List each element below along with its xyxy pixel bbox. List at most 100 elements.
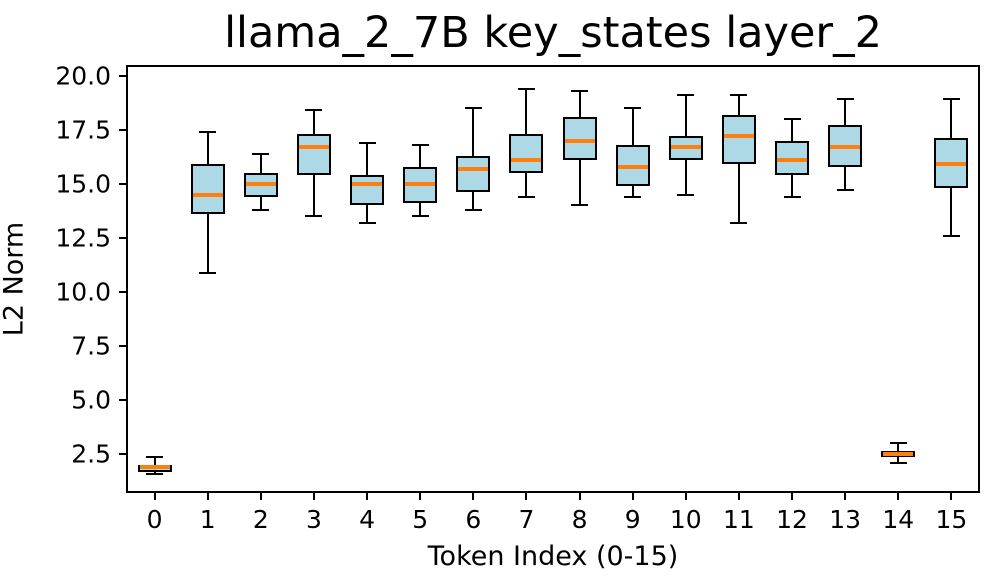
whisker-cap-top: [677, 94, 695, 97]
x-tick-label: 9: [624, 505, 641, 534]
y-tick-label: 20.0: [55, 61, 111, 91]
whisker-cap-bottom: [624, 195, 642, 198]
whisker-cap-top: [517, 87, 535, 90]
median-line: [298, 145, 329, 150]
median-line: [777, 158, 808, 163]
box-iqr: [350, 175, 385, 206]
y-tick-mark: [119, 74, 128, 77]
y-tick-label: 2.5: [71, 439, 111, 469]
median-line: [617, 164, 648, 169]
x-tick-label: 13: [829, 505, 862, 534]
y-tick-mark: [119, 128, 128, 131]
x-tick-mark: [578, 491, 581, 500]
whisker-cap-top: [889, 442, 907, 445]
x-tick-label: 4: [359, 505, 376, 534]
whisker-cap-bottom: [411, 215, 429, 218]
x-tick-mark: [737, 491, 740, 500]
x-tick-label: 0: [146, 505, 163, 534]
y-tick-label: 5.0: [71, 385, 111, 415]
x-tick-label: 2: [252, 505, 269, 534]
x-tick-mark: [259, 491, 262, 500]
x-tick-label: 3: [305, 505, 322, 534]
x-tick-label: 11: [723, 505, 755, 534]
box-iqr: [775, 140, 810, 176]
median-line: [723, 134, 754, 139]
y-tick-label: 15.0: [55, 169, 111, 199]
whisker-cap-top: [199, 130, 217, 133]
x-tick-mark: [419, 491, 422, 500]
whisker-cap-top: [464, 107, 482, 110]
x-tick-label: 8: [571, 505, 588, 534]
x-tick-mark: [472, 491, 475, 500]
y-tick-mark: [119, 399, 128, 402]
whisker-cap-bottom: [305, 215, 323, 218]
y-tick-mark: [119, 453, 128, 456]
median-line: [883, 452, 914, 457]
y-tick-label: 10.0: [55, 277, 111, 307]
y-tick-mark: [119, 345, 128, 348]
x-tick-mark: [684, 491, 687, 500]
whisker-cap-bottom: [464, 208, 482, 211]
x-axis-label: Token Index (0-15): [427, 541, 679, 572]
y-tick-label: 7.5: [71, 331, 111, 361]
y-tick-label: 17.5: [55, 115, 111, 145]
whisker-cap-top: [836, 98, 854, 101]
x-tick-mark: [525, 491, 528, 500]
y-tick-mark: [119, 182, 128, 185]
whisker-cap-bottom: [677, 193, 695, 196]
whisker-cap-bottom: [199, 271, 217, 274]
y-tick-mark: [119, 290, 128, 293]
x-tick-mark: [366, 491, 369, 500]
box-iqr: [562, 116, 597, 160]
whisker-cap-top: [146, 456, 164, 459]
median-line: [564, 138, 595, 143]
x-tick-label: 10: [669, 505, 702, 534]
y-axis-label: L2 Norm: [0, 221, 30, 337]
box-iqr: [190, 164, 225, 215]
whisker-cap-bottom: [783, 195, 801, 198]
box-iqr: [509, 134, 544, 173]
whisker-cap-bottom: [146, 472, 164, 475]
whisker-cap-bottom: [517, 195, 535, 198]
x-tick-mark: [950, 491, 953, 500]
x-tick-mark: [206, 491, 209, 500]
chart-title: llama_2_7B key_states layer_2: [224, 8, 882, 58]
median-line: [936, 162, 967, 167]
x-tick-label: 5: [412, 505, 429, 534]
x-tick-mark: [897, 491, 900, 500]
median-line: [192, 192, 223, 197]
median-line: [458, 166, 489, 171]
x-tick-label: 15: [935, 505, 968, 534]
x-tick-mark: [844, 491, 847, 500]
median-line: [245, 181, 276, 186]
x-tick-label: 6: [465, 505, 482, 534]
median-line: [405, 181, 436, 186]
whisker-cap-top: [624, 107, 642, 110]
median-line: [511, 158, 542, 163]
median-line: [352, 181, 383, 186]
y-tick-label: 12.5: [55, 223, 111, 253]
whisker-cap-bottom: [730, 221, 748, 224]
whisker-cap-top: [942, 98, 960, 101]
box-iqr: [721, 114, 756, 165]
whisker-cap-bottom: [942, 234, 960, 237]
whisker-cap-top: [252, 152, 270, 155]
median-line: [670, 145, 701, 150]
x-tick-label: 7: [518, 505, 535, 534]
whisker-cap-bottom: [836, 189, 854, 192]
x-tick-label: 1: [199, 505, 216, 534]
whisker-cap-bottom: [571, 204, 589, 207]
whisker-cap-bottom: [358, 221, 376, 224]
median-line: [830, 145, 861, 150]
whisker-cap-bottom: [889, 461, 907, 464]
whisker-cap-top: [305, 109, 323, 112]
whisker-cap-top: [783, 117, 801, 120]
box-iqr: [296, 134, 331, 176]
whisker-cap-top: [411, 143, 429, 146]
box-iqr: [456, 155, 491, 193]
x-tick-mark: [153, 491, 156, 500]
x-tick-label: 12: [776, 505, 808, 534]
x-tick-mark: [631, 491, 634, 500]
whisker-cap-top: [571, 89, 589, 92]
